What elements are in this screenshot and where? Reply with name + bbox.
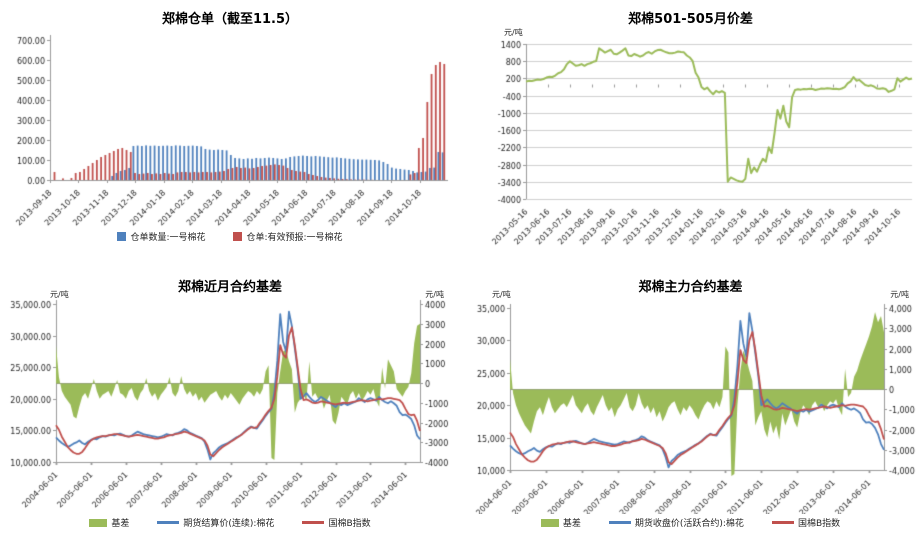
valid-forecast-legend-swatch-icon [233, 232, 243, 241]
panel-main-contract-basis: 郑棉主力合约基差 元/吨 元/吨 基差 期货收盘价(活跃合约):棉花 国棉B指数 [460, 268, 921, 537]
legend-item-futures-close: 期货收盘价(活跃合约):棉花 [608, 516, 744, 529]
near-month-basis-legend: 基差 期货结算价(连续):棉花 国棉B指数 [0, 516, 460, 529]
panel-near-month-basis: 郑棉近月合约基差 元/吨 元/吨 基差 期货结算价(连续):棉花 国棉B指数 [0, 268, 460, 537]
legend-label-cotton-b-index: 国棉B指数 [328, 519, 371, 529]
legend-label-cotton-b-index: 国棉B指数 [797, 519, 841, 529]
main-contract-basis-chart-canvas [460, 296, 921, 514]
futures-close-legend-line-icon [608, 521, 631, 524]
basis-legend-swatch-icon [540, 518, 559, 527]
main-contract-basis-legend: 基差 期货收盘价(活跃合约):棉花 国棉B指数 [460, 516, 921, 529]
legend-label-futures-close: 期货收盘价(活跃合约):棉花 [634, 519, 744, 529]
legend-item-valid-forecast: 仓单:有效预报:一号棉花 [233, 230, 343, 243]
chart-title-near-month-basis: 郑棉近月合约基差 [177, 280, 282, 295]
legend-label-futures-settle: 期货结算价(连续):棉花 [183, 519, 275, 529]
cotton-b-index-legend-line-icon [302, 521, 325, 524]
near-basis-right-axis-unit-label: 元/吨 [425, 290, 444, 299]
legend-label-valid-forecast: 仓单:有效预报:一号棉花 [246, 233, 343, 243]
legend-label-receipt-count: 仓单数量:一号棉花 [130, 233, 206, 243]
legend-item-cotton-b-index: 国棉B指数 [771, 516, 841, 529]
legend-item-receipt-count: 仓单数量:一号棉花 [117, 230, 205, 243]
legend-item-cotton-b-index: 国棉B指数 [302, 516, 371, 529]
spread-chart-canvas [460, 28, 921, 266]
futures-settle-legend-line-icon [157, 521, 180, 524]
chart-title-main-contract-basis: 郑棉主力合约基差 [638, 280, 743, 295]
panel-warehouse-receipts: 郑棉仓单（截至11.5） 仓单数量:一号棉花 仓单:有效预报:一号棉花 [0, 0, 460, 268]
legend-item-basis: 基差 [540, 516, 581, 529]
legend-item-futures-settle: 期货结算价(连续):棉花 [157, 516, 274, 529]
legend-label-basis: 基差 [111, 519, 130, 529]
chart-title-501-505-spread: 郑棉501-505月价差 [628, 12, 753, 27]
cotton-b-index-legend-line-icon [771, 521, 794, 524]
chart-title-warehouse-receipts: 郑棉仓单（截至11.5） [161, 12, 299, 27]
warehouse-receipts-chart-canvas [0, 28, 460, 230]
main-basis-left-axis-unit-label: 元/吨 [492, 290, 511, 299]
panel-501-505-spread: 郑棉501-505月价差 元/吨 [460, 0, 921, 268]
receipt-count-legend-swatch-icon [117, 232, 127, 241]
main-basis-right-axis-unit-label: 元/吨 [890, 290, 909, 299]
legend-label-basis: 基差 [562, 519, 581, 529]
near-month-basis-chart-canvas [0, 296, 460, 514]
basis-legend-swatch-icon [89, 518, 108, 527]
legend-item-basis: 基差 [89, 516, 129, 529]
near-basis-left-axis-unit-label: 元/吨 [50, 290, 69, 299]
warehouse-receipts-legend: 仓单数量:一号棉花 仓单:有效预报:一号棉花 [0, 230, 460, 243]
